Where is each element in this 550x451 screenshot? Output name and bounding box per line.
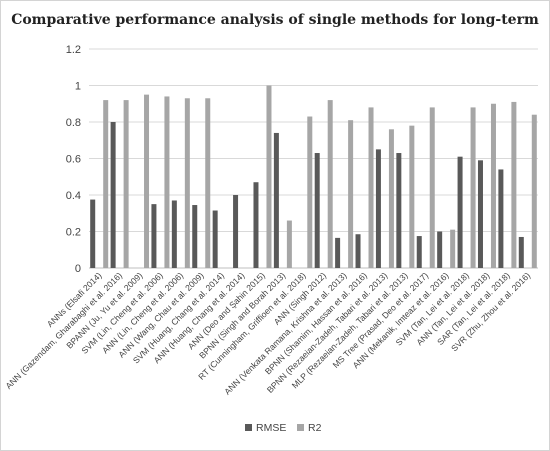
y-tick-label: 0 [75,263,81,275]
r2-bar [531,114,537,268]
r2-bar [327,100,333,268]
rmse-bar [375,149,381,268]
gridlines [89,48,538,269]
r2-bar [286,220,292,268]
rmse-bar [477,160,483,268]
legend-label-r2: R2 [308,422,322,434]
rmse-bar [518,236,524,268]
rmse-bar [396,153,402,268]
legend-label-rmse: RMSE [256,422,286,434]
rmse-bar [498,169,504,268]
rmse-bar [171,200,177,268]
r2-bar [388,129,394,268]
r2-bar [123,100,129,268]
rmse-bar [355,234,361,268]
r2-bar [184,98,190,269]
r2-bar [103,100,109,268]
rmse-bar [416,236,422,268]
r2-bar [368,107,374,269]
r2-bar [511,101,517,268]
r2-bar [450,229,456,268]
y-tick-label: 0.6 [66,154,81,166]
rmse-bar [151,204,157,268]
rmse-bar [90,199,96,268]
y-axis-ticks: 0 0.2 0.4 0.6 0.8 1 1.2 [66,44,81,275]
y-tick-label: 1 [75,81,81,93]
rmse-bar [457,156,463,268]
r2-bar [429,107,435,269]
r2-bar [144,94,150,268]
rmse-bar [437,231,443,268]
rmse-bar [335,237,341,268]
y-tick-label: 1.2 [66,44,81,56]
y-tick-label: 0.2 [66,227,81,239]
y-tick-label: 0.4 [66,190,81,202]
legend-swatch-rmse [245,424,252,431]
rmse-bar [212,210,218,268]
r2-bar [266,85,272,268]
chart-title: Comparative performance analysis of sing… [11,12,539,28]
y-tick-label: 0.8 [66,117,81,129]
r2-bar [470,107,476,269]
r2-bar [307,116,313,269]
r2-bar [205,98,211,269]
r2-bar [409,125,415,269]
legend-swatch-r2 [297,424,304,431]
x-axis-ticks: ANNs (Elsafi 2014)ANN (Gazendam, Gharaba… [3,270,532,396]
rmse-bar [253,182,259,268]
r2-bar [348,120,354,268]
legend: RMSE R2 [245,422,322,434]
bars [90,85,537,269]
rmse-bar [110,122,116,268]
r2-bar [164,96,170,268]
rmse-bar [192,205,198,268]
rmse-bar [233,195,239,268]
r2-bar [490,103,496,268]
rmse-bar [273,132,279,268]
rmse-bar [314,153,320,268]
